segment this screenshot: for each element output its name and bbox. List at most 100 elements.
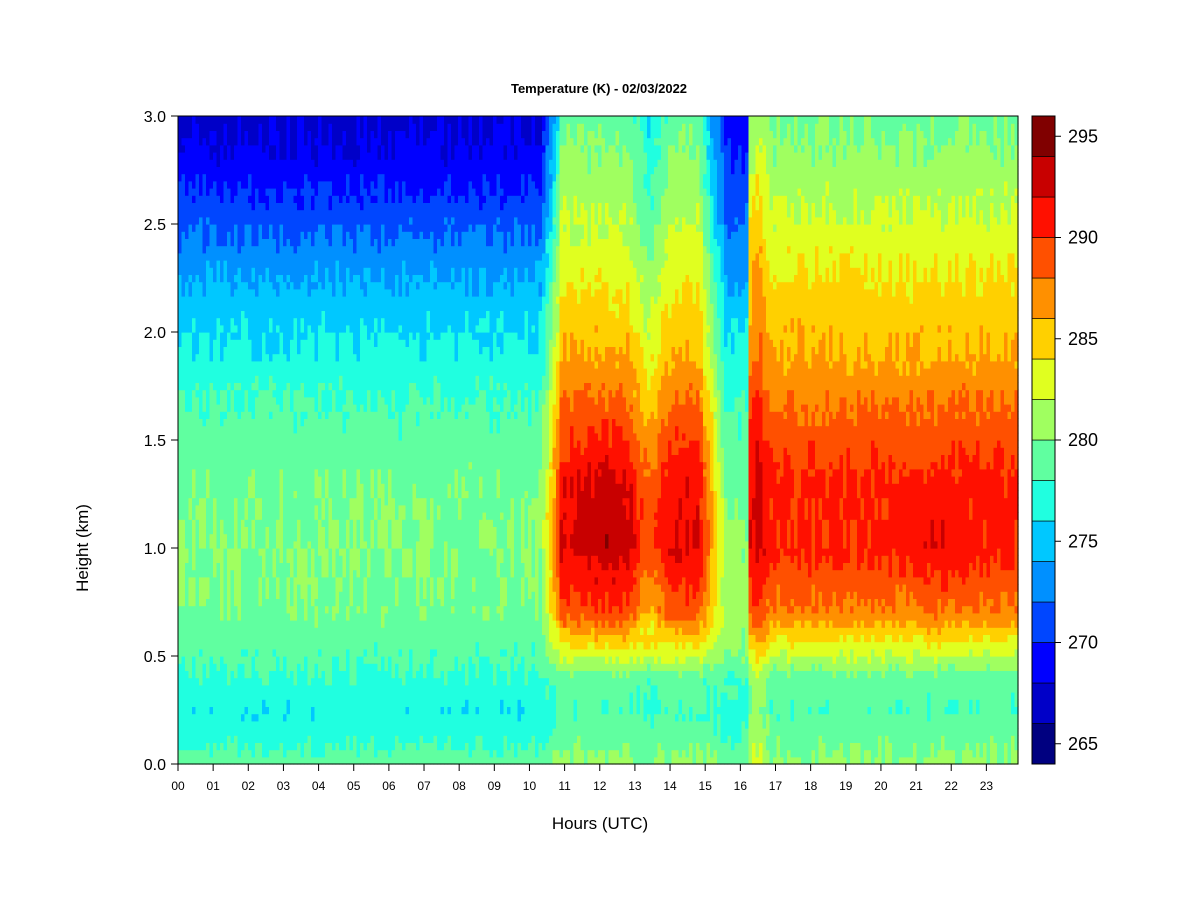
heatmap-cell bbox=[262, 418, 267, 427]
heatmap-cell bbox=[234, 648, 239, 657]
heatmap-cell bbox=[251, 375, 256, 383]
heatmap-cell bbox=[209, 346, 214, 355]
heatmap-cell bbox=[216, 368, 221, 376]
heatmap-cell bbox=[269, 252, 274, 261]
heatmap-cell bbox=[304, 288, 309, 297]
heatmap-cell bbox=[325, 605, 330, 614]
heatmap-cell bbox=[213, 188, 218, 196]
heatmap-cell bbox=[328, 584, 333, 592]
heatmap-cell bbox=[255, 612, 260, 621]
heatmap-cell bbox=[307, 137, 312, 146]
heatmap-cell bbox=[220, 188, 225, 196]
heatmap-cell bbox=[349, 540, 354, 549]
heatmap-cell bbox=[188, 548, 193, 556]
heatmap-cell bbox=[307, 684, 312, 693]
heatmap-cell bbox=[265, 540, 270, 549]
heatmap-cell bbox=[206, 476, 211, 484]
heatmap-cell bbox=[283, 706, 288, 715]
heatmap-cell bbox=[206, 684, 211, 693]
heatmap-cell bbox=[213, 418, 218, 427]
heatmap-cell bbox=[209, 620, 214, 628]
heatmap-cell bbox=[283, 684, 288, 693]
heatmap-cell bbox=[286, 216, 291, 225]
heatmap-cell bbox=[192, 382, 197, 391]
heatmap-cell bbox=[318, 706, 323, 715]
heatmap-cell bbox=[363, 425, 368, 434]
heatmap-cell bbox=[272, 173, 277, 182]
heatmap-cell bbox=[213, 447, 218, 455]
heatmap-cell bbox=[290, 548, 295, 556]
heatmap-cell bbox=[213, 411, 218, 419]
heatmap-cell bbox=[356, 720, 361, 729]
heatmap-cell bbox=[181, 713, 186, 722]
heatmap-cell bbox=[188, 540, 193, 549]
heatmap-cell bbox=[241, 324, 246, 333]
heatmap-cell bbox=[251, 461, 256, 470]
heatmap-cell bbox=[255, 569, 260, 578]
heatmap-cell bbox=[258, 296, 263, 304]
heatmap-cell bbox=[192, 130, 197, 139]
heatmap-cell bbox=[185, 648, 190, 657]
heatmap-cell bbox=[339, 303, 344, 311]
heatmap-cell bbox=[307, 483, 312, 491]
heatmap-cell bbox=[199, 382, 204, 391]
heatmap-cell bbox=[220, 440, 225, 448]
heatmap-cell bbox=[269, 303, 274, 311]
heatmap-cell bbox=[363, 396, 368, 405]
heatmap-cell bbox=[199, 656, 204, 664]
heatmap-cell bbox=[311, 267, 316, 275]
heatmap-cell bbox=[293, 396, 298, 405]
heatmap-cell bbox=[286, 137, 291, 146]
heatmap-cell bbox=[181, 303, 186, 311]
heatmap-cell bbox=[353, 116, 358, 124]
heatmap-cell bbox=[367, 346, 372, 355]
heatmap-cell bbox=[192, 231, 197, 239]
heatmap-cell bbox=[258, 569, 263, 578]
heatmap-cell bbox=[216, 497, 221, 506]
heatmap-cell bbox=[202, 224, 207, 232]
heatmap-cell bbox=[297, 656, 302, 664]
heatmap-cell bbox=[220, 576, 225, 585]
heatmap-cell bbox=[332, 663, 337, 671]
heatmap-cell bbox=[307, 173, 312, 182]
heatmap-cell bbox=[178, 540, 183, 549]
heatmap-cell bbox=[293, 641, 298, 650]
heatmap-cell bbox=[206, 296, 211, 304]
heatmap-cell bbox=[206, 173, 211, 182]
heatmap-cell bbox=[209, 699, 214, 707]
heatmap-cell bbox=[311, 360, 316, 369]
heatmap-cell bbox=[318, 562, 323, 571]
heatmap-cell bbox=[265, 684, 270, 693]
heatmap-cell bbox=[293, 540, 298, 549]
heatmap-cell bbox=[244, 267, 249, 275]
heatmap-cell bbox=[188, 562, 193, 571]
heatmap-cell bbox=[276, 468, 281, 477]
heatmap-cell bbox=[185, 756, 190, 765]
heatmap-cell bbox=[363, 533, 368, 542]
heatmap-cell bbox=[223, 411, 228, 419]
heatmap-cell bbox=[216, 720, 221, 729]
heatmap-cell bbox=[297, 303, 302, 311]
heatmap-cell bbox=[353, 735, 358, 743]
heatmap-cell bbox=[255, 627, 260, 635]
heatmap-cell bbox=[332, 548, 337, 556]
heatmap-cell bbox=[360, 332, 365, 340]
heatmap-cell bbox=[318, 296, 323, 304]
heatmap-cell bbox=[314, 303, 319, 311]
heatmap-cell bbox=[297, 418, 302, 427]
heatmap-cell bbox=[272, 756, 277, 765]
heatmap-cell bbox=[185, 123, 190, 131]
heatmap-cell bbox=[290, 296, 295, 304]
heatmap-cell bbox=[272, 605, 277, 614]
heatmap-cell bbox=[262, 620, 267, 628]
heatmap-cell bbox=[192, 152, 197, 160]
heatmap-cell bbox=[244, 735, 249, 743]
heatmap-cell bbox=[185, 591, 190, 599]
heatmap-cell bbox=[286, 224, 291, 232]
heatmap-cell bbox=[195, 209, 200, 218]
heatmap-cell bbox=[297, 353, 302, 362]
heatmap-cell bbox=[363, 648, 368, 657]
heatmap-cell bbox=[244, 533, 249, 542]
heatmap-cell bbox=[216, 641, 221, 650]
heatmap-cell bbox=[332, 461, 337, 470]
